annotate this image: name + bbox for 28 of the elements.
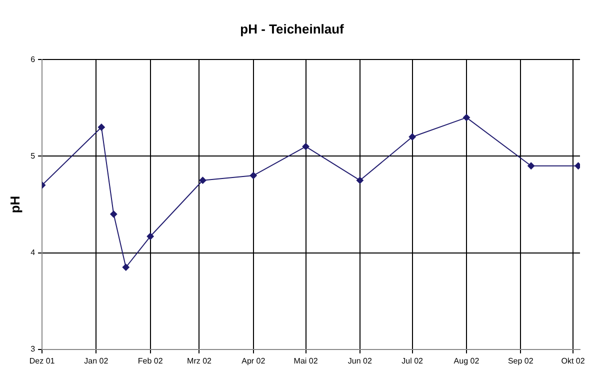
- y-axis-title: pH: [7, 196, 22, 214]
- point: [408, 133, 416, 140]
- x-tick-label: Jul 02: [402, 356, 424, 366]
- point: [356, 176, 364, 184]
- point: [302, 143, 310, 150]
- point: [98, 124, 105, 131]
- point: [122, 264, 130, 271]
- point: [146, 232, 154, 240]
- y-tick-label: 3: [30, 344, 36, 354]
- y-tick-label: 6: [30, 54, 36, 64]
- y-tick-label: 5: [30, 151, 36, 160]
- x-tick-label: Feb 02: [138, 356, 164, 366]
- x-tick-label: Mrz 02: [187, 356, 212, 366]
- point: [462, 114, 470, 122]
- x-tick-label: Jun 02: [348, 356, 372, 366]
- point: [199, 176, 206, 184]
- x-tick-label: Apr 02: [242, 356, 266, 366]
- x-tick-label: Jan 02: [84, 356, 109, 366]
- point: [250, 172, 257, 180]
- x-tick-label: Sep 02: [508, 356, 534, 366]
- x-tick-label: Okt 02: [561, 356, 586, 366]
- x-tick-label: Dez 01: [29, 356, 56, 366]
- x-tick-label: Mai 02: [294, 356, 318, 366]
- x-tick-label: Aug 02: [454, 356, 480, 366]
- point: [528, 162, 535, 170]
- chart-title: pH - Teicheinlauf: [240, 21, 345, 36]
- point: [110, 210, 118, 218]
- y-tick-label: 4: [30, 248, 36, 258]
